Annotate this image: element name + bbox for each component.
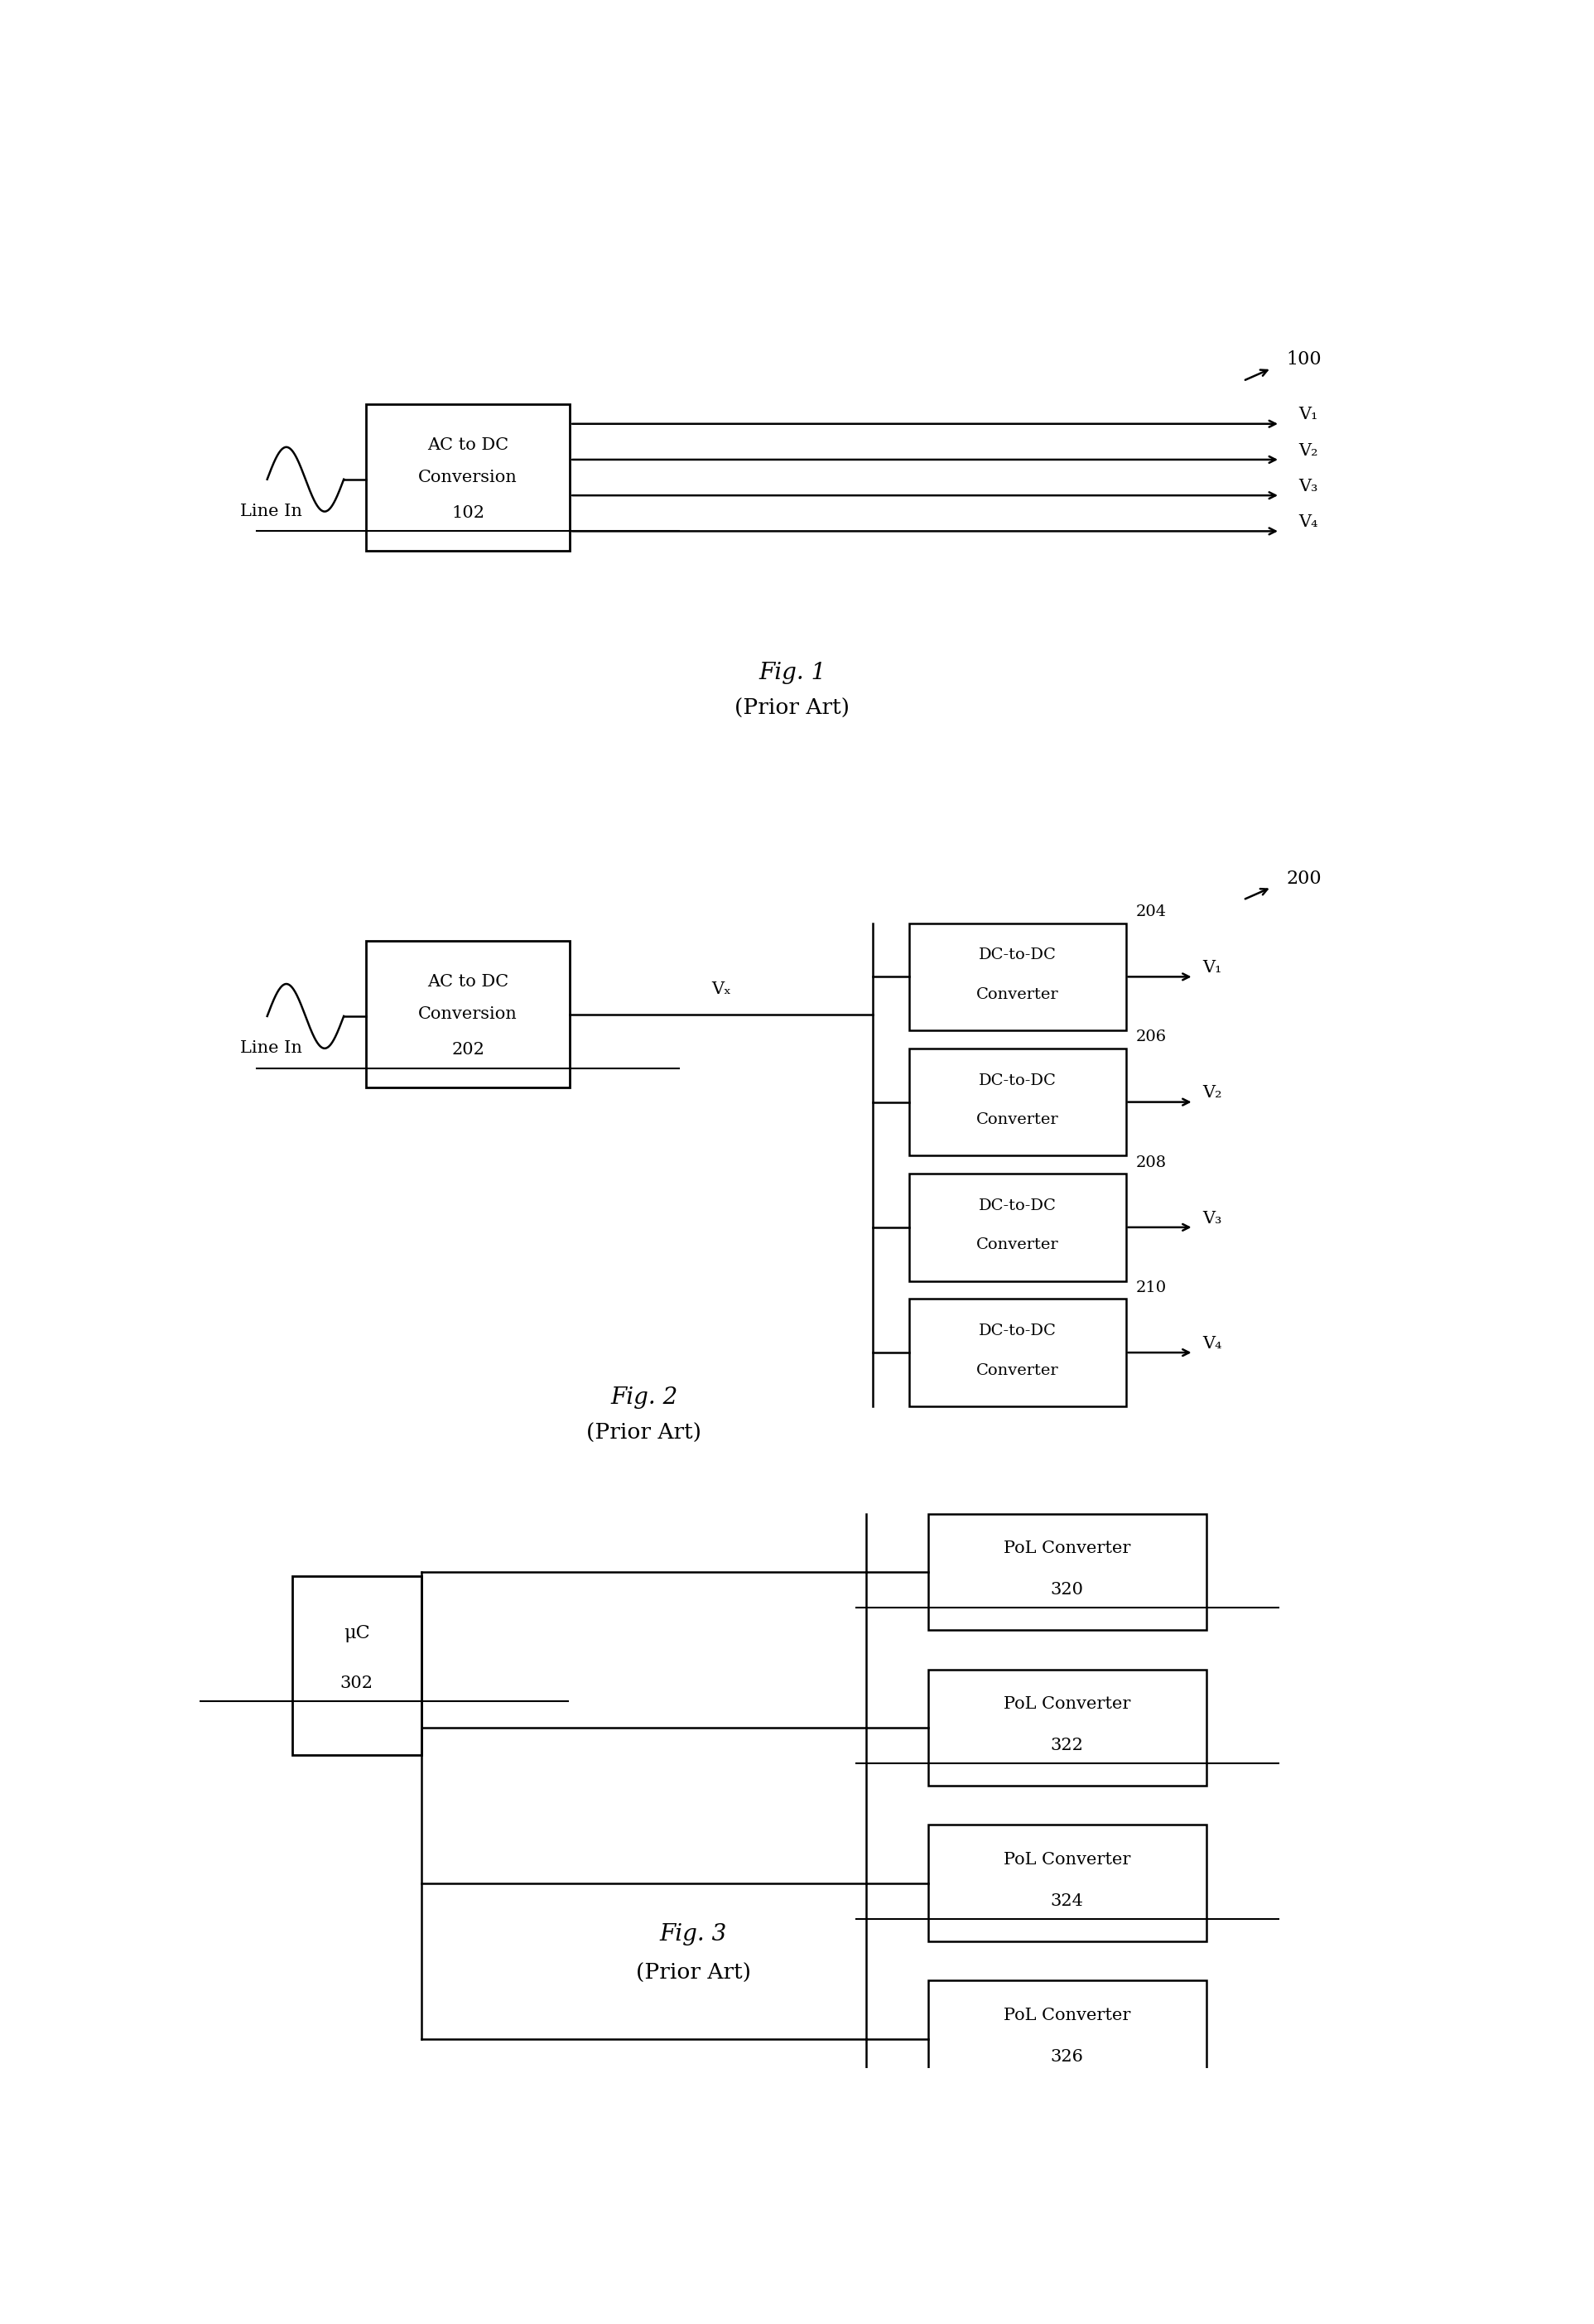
Text: V₂: V₂ xyxy=(1299,444,1318,458)
Text: Line In: Line In xyxy=(241,504,301,518)
Text: Converter: Converter xyxy=(977,1362,1058,1378)
Text: V₁: V₁ xyxy=(1299,407,1318,423)
Text: 100: 100 xyxy=(1286,351,1321,370)
Text: 320: 320 xyxy=(1050,1583,1084,1597)
Text: 200: 200 xyxy=(1286,869,1321,888)
Text: V₁: V₁ xyxy=(1202,960,1221,976)
Text: Fig. 3: Fig. 3 xyxy=(660,1922,727,1945)
Text: Fig. 1: Fig. 1 xyxy=(759,662,826,683)
Text: DC-to-DC: DC-to-DC xyxy=(979,948,1057,962)
Text: 202: 202 xyxy=(451,1041,485,1057)
Text: V₄: V₄ xyxy=(1202,1336,1223,1353)
Text: Conversion: Conversion xyxy=(418,469,518,486)
Text: 302: 302 xyxy=(340,1676,373,1692)
Text: Converter: Converter xyxy=(977,1113,1058,1127)
Text: 322: 322 xyxy=(1050,1738,1084,1752)
Text: 206: 206 xyxy=(1135,1030,1167,1046)
Bar xyxy=(928,1513,1207,1629)
Text: (Prior Art): (Prior Art) xyxy=(735,697,850,718)
Bar xyxy=(367,941,571,1088)
Text: DC-to-DC: DC-to-DC xyxy=(979,1199,1057,1213)
Text: V₃: V₃ xyxy=(1202,1211,1221,1227)
Text: AC to DC: AC to DC xyxy=(427,437,508,453)
Text: PoL Converter: PoL Converter xyxy=(1004,1697,1130,1713)
Text: Fig. 2: Fig. 2 xyxy=(611,1385,677,1408)
Text: V₃: V₃ xyxy=(1299,479,1318,495)
Bar xyxy=(928,1669,1207,1785)
Text: PoL Converter: PoL Converter xyxy=(1004,1541,1130,1557)
Text: 208: 208 xyxy=(1135,1155,1167,1169)
Text: PoL Converter: PoL Converter xyxy=(1004,2008,1130,2024)
Text: V₂: V₂ xyxy=(1202,1085,1223,1102)
Text: 102: 102 xyxy=(451,504,485,521)
Text: V₄: V₄ xyxy=(1299,514,1318,530)
Text: Converter: Converter xyxy=(977,988,1058,1002)
Bar xyxy=(910,923,1125,1030)
Text: 210: 210 xyxy=(1135,1281,1167,1294)
Bar xyxy=(910,1174,1125,1281)
Text: (Prior Art): (Prior Art) xyxy=(587,1422,701,1443)
Text: Line In: Line In xyxy=(241,1041,301,1055)
Bar xyxy=(928,1980,1207,2096)
Text: Converter: Converter xyxy=(977,1239,1058,1253)
Text: 326: 326 xyxy=(1050,2050,1084,2064)
Text: AC to DC: AC to DC xyxy=(427,974,508,990)
Bar xyxy=(292,1576,421,1755)
Text: (Prior Art): (Prior Art) xyxy=(636,1964,751,1985)
Bar xyxy=(910,1048,1125,1155)
Bar xyxy=(928,1824,1207,1941)
Text: 204: 204 xyxy=(1135,904,1167,920)
Bar xyxy=(910,1299,1125,1406)
Text: DC-to-DC: DC-to-DC xyxy=(979,1325,1057,1339)
Text: PoL Converter: PoL Converter xyxy=(1004,1852,1130,1868)
Bar xyxy=(367,404,571,551)
Text: Vₓ: Vₓ xyxy=(711,981,732,997)
Text: DC-to-DC: DC-to-DC xyxy=(979,1074,1057,1088)
Text: μC: μC xyxy=(344,1624,370,1643)
Text: 324: 324 xyxy=(1050,1894,1084,1908)
Text: Conversion: Conversion xyxy=(418,1006,518,1023)
